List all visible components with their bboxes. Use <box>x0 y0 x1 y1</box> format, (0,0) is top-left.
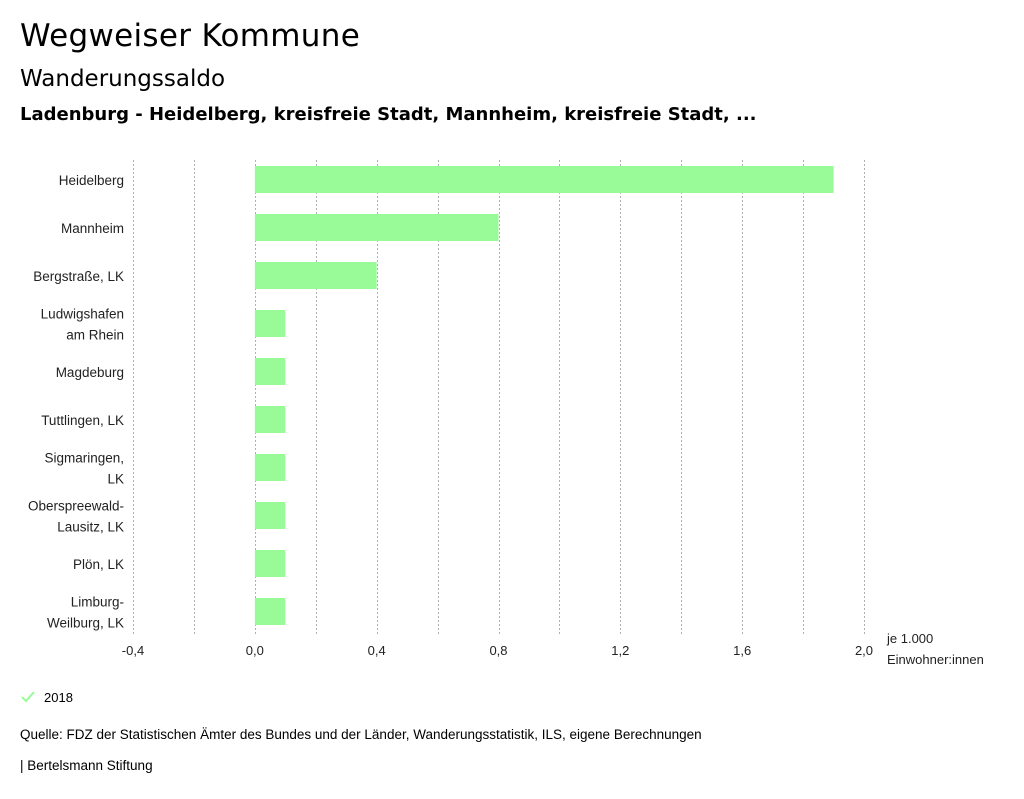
category-label: Plön, LK <box>73 557 124 572</box>
bar <box>254 262 377 289</box>
category-label-line: Heidelberg <box>59 173 124 188</box>
bar <box>254 454 286 481</box>
bar <box>254 166 834 193</box>
category-label-line: Magdeburg <box>56 365 124 380</box>
bar <box>254 502 286 529</box>
source-note: Quelle: FDZ der Statistischen Ämter des … <box>20 727 702 742</box>
bar <box>254 598 286 625</box>
category-label: Ludwigshafen am Rhein <box>41 307 124 343</box>
chart-subtitle: Wanderungssaldo <box>20 66 226 92</box>
bar <box>254 310 286 337</box>
legend-label: 2018 <box>44 689 73 705</box>
category-label-line: Weilburg, LK <box>47 616 124 631</box>
category-label-line: Oberspreewald- <box>28 499 124 514</box>
category-label: Limburg- Weilburg, LK <box>47 595 124 631</box>
category-label-line: Tuttlingen, LK <box>41 413 124 428</box>
category-label-line: Limburg- <box>71 595 124 610</box>
tick-label: 1,2 <box>611 643 629 658</box>
bar-chart: Heidelberg Mannheim Bergstraße, LK Ludwigsh… <box>28 160 984 667</box>
category-label-line: Ludwigshafen <box>41 307 124 322</box>
category-label: Magdeburg <box>56 365 124 380</box>
tick-label: 0,4 <box>368 643 386 658</box>
category-label-line: LK <box>107 472 124 487</box>
category-label: Tuttlingen, LK <box>41 413 124 428</box>
category-label: Heidelberg <box>59 173 124 188</box>
tick-label: 0,8 <box>489 643 507 658</box>
page-title: Wegweiser Kommune <box>20 18 361 54</box>
category-label-line: am Rhein <box>66 328 124 343</box>
category-label: Sigmaringen, LK <box>44 451 124 487</box>
check-icon <box>21 691 35 703</box>
bar <box>254 406 286 433</box>
footer-credit: | Bertelsmann Stiftung <box>20 758 153 773</box>
bar <box>254 358 286 385</box>
tick-label: 1,6 <box>733 643 751 658</box>
category-label: Oberspreewald- Lausitz, LK <box>28 499 124 535</box>
bar <box>254 550 286 577</box>
category-label-line: Plön, LK <box>73 557 124 572</box>
bar <box>254 214 499 241</box>
tick-label: -0,4 <box>122 643 144 658</box>
category-label-line: Mannheim <box>61 221 124 236</box>
unit-label: je 1.000 <box>886 631 933 646</box>
category-label: Mannheim <box>61 221 124 236</box>
region-heading: Ladenburg - Heidelberg, kreisfreie Stadt… <box>20 104 757 125</box>
legend[interactable]: 2018 <box>20 687 73 707</box>
tick-label: 2,0 <box>855 643 873 658</box>
category-label-line: Sigmaringen, <box>44 451 124 466</box>
category-label-line: Lausitz, LK <box>57 520 124 535</box>
category-label: Bergstraße, LK <box>33 269 124 284</box>
unit-label: Einwohner:innen <box>887 652 984 667</box>
category-label-line: Bergstraße, LK <box>33 269 124 284</box>
tick-label: 0,0 <box>246 643 264 658</box>
